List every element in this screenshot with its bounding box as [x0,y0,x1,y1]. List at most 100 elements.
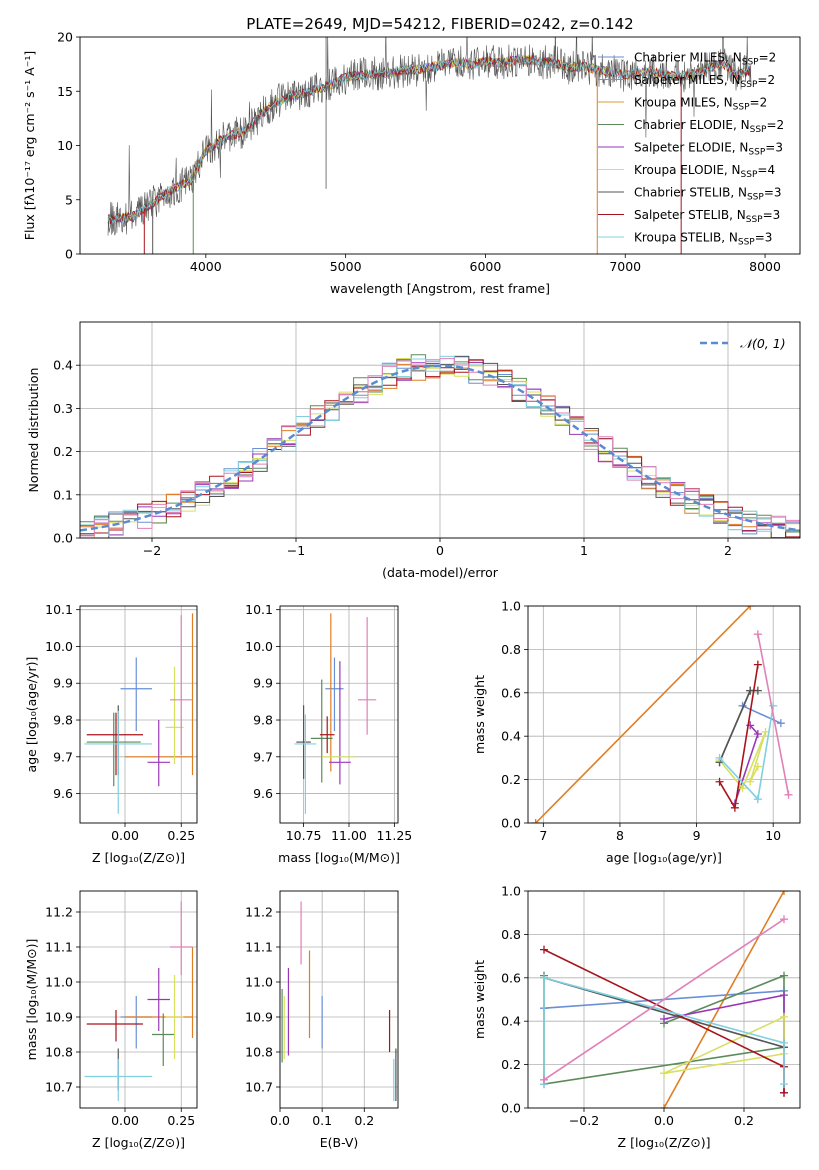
y-tick-label: 9.6 [53,786,73,801]
weight-marker [780,1080,788,1089]
y-tick-label: 1.0 [501,884,521,899]
y-tick-label: 0.0 [501,1101,521,1116]
errorbar-point [170,615,193,755]
axes-frame [279,890,399,1109]
weight-marker [738,784,747,793]
x-axis-label: mass [log₁₀(M/M⊙)] [278,850,400,865]
y-tick-label: 0.8 [501,927,521,942]
gaussian-curve [80,364,800,532]
legend-entry: Salpeter STELIB, NSSP=3 [634,208,780,225]
axes-frame [79,36,801,255]
legend: 𝒩(0, 1) [700,336,786,351]
legend-entry: Salpeter MILES, NSSP=2 [634,73,775,90]
y-tick-label: 0.2 [501,772,521,787]
x-axis-label: age [log₁₀(age/yr)] [606,850,722,865]
chart-weight-vs-age: 7 8 9 10 0.0 0.2 0.4 0.6 0.8 1.0 age [log₁₀(age/yr… [472,599,801,865]
y-axis-label: mass [log₁₀(M/M⊙)] [24,939,39,1061]
legend-entry: Salpeter ELODIE, NSSP=3 [634,141,783,158]
y-tick-label: 10.8 [245,1045,273,1060]
axes-frame [279,605,399,824]
x-axis-label: (data-model)/error [382,565,499,580]
y-tick-label: 5 [65,192,73,207]
x-tick-label: 8000 [749,259,781,274]
spectrum-line [107,54,752,225]
x-tick-label: −2 [143,543,161,558]
errorbar-point [84,710,152,814]
y-tick-label: 11.2 [45,905,73,920]
weight-marker [780,915,788,924]
y-tick-label: 0.2 [501,1057,521,1072]
weight-marker [531,819,540,823]
errorbar-point [165,975,184,1059]
y-tick-label: 10.9 [45,1010,73,1025]
errorbar-point [165,666,184,765]
chart-mass-vs-Z: 0.00 0.25 10.7 10.8 10.9 11.0 11.1 11.2 Z [log₁₀… [24,890,198,1150]
weight-marker [660,1069,668,1078]
y-tick-label: 15 [57,84,73,99]
errorbar-point [86,1010,143,1042]
y-tick-label: 0.3 [53,401,73,416]
errorbar-point [325,657,344,732]
errorbar-point [152,1013,175,1066]
y-tick-label: 10.1 [245,602,273,617]
y-tick-label: 11.1 [245,940,273,955]
errorbar-point [358,617,377,735]
errorbar-point [310,679,333,783]
x-tick-label: 0.0 [270,1113,290,1128]
legend-entry: Kroupa STELIB, NSSP=3 [634,231,772,248]
x-tick-label: −1 [287,543,305,558]
legend-entry: 𝒩(0, 1) [740,336,786,351]
y-tick-label: 10.0 [45,639,73,654]
weight-marker [753,660,762,669]
y-axis-label: Normed distribution [26,368,41,493]
weight-marker [776,719,785,728]
y-tick-label: 0.4 [53,358,73,373]
y-tick-label: 9.6 [253,786,273,801]
y-axis-label: mass weight [472,960,487,1039]
x-tick-label: 6000 [470,259,502,274]
x-tick-label: 0.00 [111,1113,139,1128]
y-tick-label: 9.7 [53,749,73,764]
weight-marker [540,945,548,954]
axes-frame [527,605,801,824]
y-tick-label: 9.8 [253,713,273,728]
weight-marker [780,1012,788,1021]
x-tick-label: 0.00 [111,828,139,843]
errorbar-point [147,968,170,1031]
chart-spectrum: 4000 5000 6000 7000 8000 0 5 10 15 20 Chabrier MIL… [22,15,801,296]
y-tick-label: 9.7 [253,749,273,764]
chart-age-vs-Z: 0.00 0.25 9.6 9.7 9.8 9.9 10.0 10.1 Z [log₁₀(Z/Z… [24,602,198,865]
legend-entry: Kroupa MILES, NSSP=2 [634,96,767,113]
errorbar-point [120,657,152,732]
y-tick-label: 10 [57,138,73,153]
x-tick-label: 2 [724,543,732,558]
weight-marker [753,795,762,804]
chart-mass-vs-ebv: 0.0 0.1 0.2 10.7 10.8 10.9 11.0 11.1 11.2 E(B-V) [245,890,399,1150]
weight-line [663,994,785,1093]
weight-marker [780,1038,788,1047]
axes-frame [79,321,801,539]
y-tick-label: 11.2 [245,905,273,920]
y-tick-label: 10.1 [45,602,73,617]
chart-weight-vs-Z: −0.2 0.0 0.2 0.0 0.2 0.4 0.6 0.8 1.0 Z [log₁₀(Z/Z… [472,884,801,1150]
y-tick-label: 11.1 [45,940,73,955]
weight-marker [746,777,755,786]
x-tick-label: 0.0 [654,1113,674,1128]
legend-entry: Chabrier STELIB, NSSP=3 [634,186,782,203]
axes-frame [79,605,198,824]
y-tick-label: 10.0 [245,639,273,654]
weight-line [757,634,790,795]
y-tick-label: 0.1 [53,487,73,502]
weight-line [543,976,785,1085]
errorbar-point [329,661,351,785]
errorbar-point [294,714,317,814]
weight-marker [746,686,755,695]
y-tick-label: 11.0 [245,975,273,990]
y-axis-label: age [log₁₀(age/yr)] [24,657,39,773]
x-tick-label: 5000 [330,259,362,274]
x-tick-label: 10.75 [286,828,322,843]
chart-title: PLATE=2649, MJD=54212, FIBERID=0242, z=0… [246,15,633,33]
y-tick-label: 0.4 [501,1014,521,1029]
x-tick-label: 1 [580,543,588,558]
x-tick-label: 10 [765,828,781,843]
